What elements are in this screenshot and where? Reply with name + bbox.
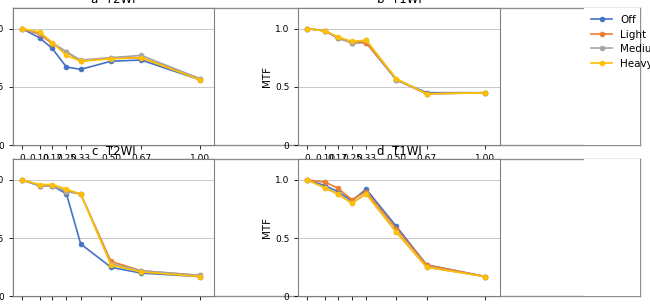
Title: c  T2WI: c T2WI xyxy=(92,145,135,158)
X-axis label: 空間周波数 [LP/mm]: 空間周波数 [LP/mm] xyxy=(360,166,438,176)
Text: 頭部: 頭部 xyxy=(21,21,37,35)
Y-axis label: MTF: MTF xyxy=(262,217,272,238)
X-axis label: 空間周波数 [LP/mm]: 空間周波数 [LP/mm] xyxy=(74,166,153,176)
Title: b  T1WI: b T1WI xyxy=(377,0,421,6)
Y-axis label: MTF: MTF xyxy=(262,66,272,87)
Title: a  T2WI: a T2WI xyxy=(92,0,136,6)
Legend: Off, Light, Medium, Heavy: Off, Light, Medium, Heavy xyxy=(589,13,650,71)
Text: 腰椎: 腰椎 xyxy=(21,173,37,187)
Title: d  T1WI: d T1WI xyxy=(377,145,421,158)
